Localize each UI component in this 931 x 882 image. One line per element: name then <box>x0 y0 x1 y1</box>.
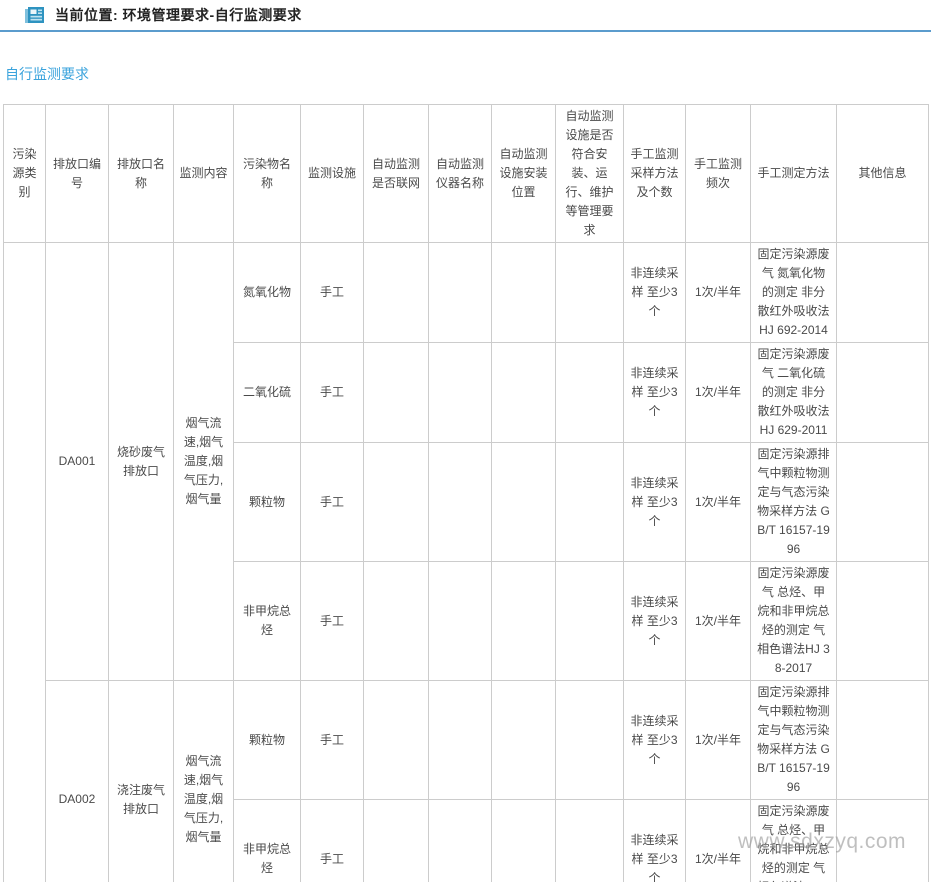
topbar: 当前位置: 环境管理要求-自行监测要求 <box>0 0 931 32</box>
cell-location <box>491 242 556 343</box>
cell-facility: 手工 <box>300 442 364 562</box>
cell-compliance <box>555 442 624 562</box>
cell-compliance <box>555 242 624 343</box>
cell-sampling: 非连续采样 至少3个 <box>623 342 686 443</box>
cell-networked <box>363 680 429 800</box>
cell-other <box>836 799 929 882</box>
cell-compliance <box>555 799 624 882</box>
cell-facility: 手工 <box>300 242 364 343</box>
cell-frequency: 1次/半年 <box>685 799 751 882</box>
cell-facility: 手工 <box>300 561 364 681</box>
cell-method: 固定污染源废气 氮氧化物的测定 非分散红外吸收法 HJ 692-2014 <box>750 242 837 343</box>
header-row: 污染源类别 排放口编号 排放口名称 监测内容 污染物名称 监测设施 自动监测是否… <box>3 104 929 243</box>
cell-sampling: 非连续采样 至少3个 <box>623 242 686 343</box>
monitoring-requirements-table: 污染源类别 排放口编号 排放口名称 监测内容 污染物名称 监测设施 自动监测是否… <box>3 104 929 882</box>
table-row: DA002 浇注废气排放口 烟气流速,烟气温度,烟气压力,烟气量 颗粒物 手工 … <box>4 680 929 882</box>
cell-other <box>836 342 929 443</box>
cell-sampling: 非连续采样 至少3个 <box>623 442 686 562</box>
cell-other <box>836 442 929 562</box>
column-header-outlet-name: 排放口名称 <box>108 104 174 243</box>
column-header-pollutant-name: 污染物名称 <box>233 104 301 243</box>
column-header-manual-frequency: 手工监测频次 <box>685 104 751 243</box>
column-header-outlet-code: 排放口编号 <box>45 104 109 243</box>
column-header-auto-networked: 自动监测是否联网 <box>363 104 429 243</box>
cell-instrument <box>428 680 492 800</box>
table-row: 颗粒物 手工 非连续采样 至少3个 1次/半年 固定污染源排气中颗粒物测定与气态… <box>4 442 929 562</box>
section-link-self-monitoring[interactable]: 自行监测要求 <box>5 66 89 82</box>
cell-compliance <box>555 342 624 443</box>
cell-pollutant: 非甲烷总烃 <box>233 561 301 681</box>
cell-location <box>491 680 556 800</box>
column-header-other-info: 其他信息 <box>836 104 929 243</box>
cell-other <box>836 561 929 681</box>
cell-frequency: 1次/半年 <box>685 680 751 800</box>
table-row: 二氧化硫 手工 非连续采样 至少3个 1次/半年 固定污染源废气 二氧化硫的测定… <box>4 342 929 443</box>
table-row: 非甲烷总烃 手工 非连续采样 至少3个 1次/半年 固定污染源废气 总烃、甲烷和… <box>4 799 929 882</box>
cell-networked <box>363 799 429 882</box>
cell-instrument <box>428 561 492 681</box>
cell-frequency: 1次/半年 <box>685 442 751 562</box>
cell-outlet-code: DA002 <box>45 680 109 882</box>
cell-pollutant: 二氧化硫 <box>233 342 301 443</box>
cell-networked <box>363 242 429 343</box>
cell-sampling: 非连续采样 至少3个 <box>623 561 686 681</box>
cell-method: 固定污染源排气中颗粒物测定与气态污染物采样方法 GB/T 16157-1996 <box>750 680 837 800</box>
cell-location <box>491 561 556 681</box>
cell-instrument <box>428 342 492 443</box>
cell-source-category <box>3 242 46 882</box>
cell-method: 固定污染源废气 二氧化硫的测定 非分散红外吸收法 HJ 629-2011 <box>750 342 837 443</box>
column-header-auto-instrument: 自动监测仪器名称 <box>428 104 492 243</box>
cell-method: 固定污染源废气 总烃、甲烷和非甲烷总烃的测定 气相色谱法HJ 38-2017 <box>750 561 837 681</box>
cell-pollutant: 非甲烷总烃 <box>233 799 301 882</box>
cell-frequency: 1次/半年 <box>685 561 751 681</box>
cell-outlet-name: 烧砂废气排放口 <box>108 242 174 681</box>
cell-method: 固定污染源排气中颗粒物测定与气态污染物采样方法 GB/T 16157-1996 <box>750 442 837 562</box>
cell-method: 固定污染源废气 总烃、甲烷和非甲烷总烃的测定 气相色谱法HJ 38-2017 <box>750 799 837 882</box>
cell-instrument <box>428 242 492 343</box>
cell-outlet-code: DA001 <box>45 242 109 681</box>
cell-compliance <box>555 680 624 800</box>
cell-pollutant: 颗粒物 <box>233 442 301 562</box>
table-row: DA001 烧砂废气排放口 烟气流速,烟气温度,烟气压力,烟气量 氮氧化物 手工… <box>3 242 929 882</box>
column-header-monitor-content: 监测内容 <box>173 104 234 243</box>
cell-sampling: 非连续采样 至少3个 <box>623 680 686 800</box>
cell-networked <box>363 342 429 443</box>
cell-other <box>836 242 929 343</box>
cell-pollutant: 颗粒物 <box>233 680 301 800</box>
cell-instrument <box>428 442 492 562</box>
cell-facility: 手工 <box>300 680 364 800</box>
cell-outlet-name: 浇注废气排放口 <box>108 680 174 882</box>
cell-frequency: 1次/半年 <box>685 342 751 443</box>
cell-location <box>491 342 556 443</box>
cell-monitor-content: 烟气流速,烟气温度,烟气压力,烟气量 <box>173 242 234 681</box>
cell-networked <box>363 442 429 562</box>
cell-frequency: 1次/半年 <box>685 242 751 343</box>
cell-monitor-content: 烟气流速,烟气温度,烟气压力,烟气量 <box>173 680 234 882</box>
cell-pollutant: 氮氧化物 <box>233 242 301 343</box>
cell-location <box>491 442 556 562</box>
cell-facility: 手工 <box>300 342 364 443</box>
cell-compliance <box>555 561 624 681</box>
column-header-manual-sampling-method: 手工监测采样方法及个数 <box>623 104 686 243</box>
column-header-manual-method: 手工测定方法 <box>750 104 837 243</box>
cell-instrument <box>428 799 492 882</box>
cell-networked <box>363 561 429 681</box>
cell-location <box>491 799 556 882</box>
cell-sampling: 非连续采样 至少3个 <box>623 799 686 882</box>
column-header-auto-compliance: 自动监测设施是否符合安装、运行、维护等管理要求 <box>555 104 624 243</box>
column-header-auto-install-location: 自动监测设施安装位置 <box>491 104 556 243</box>
breadcrumb: 当前位置: 环境管理要求-自行监测要求 <box>55 7 302 23</box>
newspaper-icon <box>25 6 45 24</box>
column-header-monitor-facility: 监测设施 <box>300 104 364 243</box>
column-header-pollution-source-category: 污染源类别 <box>3 104 46 243</box>
cell-other <box>836 680 929 800</box>
cell-facility: 手工 <box>300 799 364 882</box>
